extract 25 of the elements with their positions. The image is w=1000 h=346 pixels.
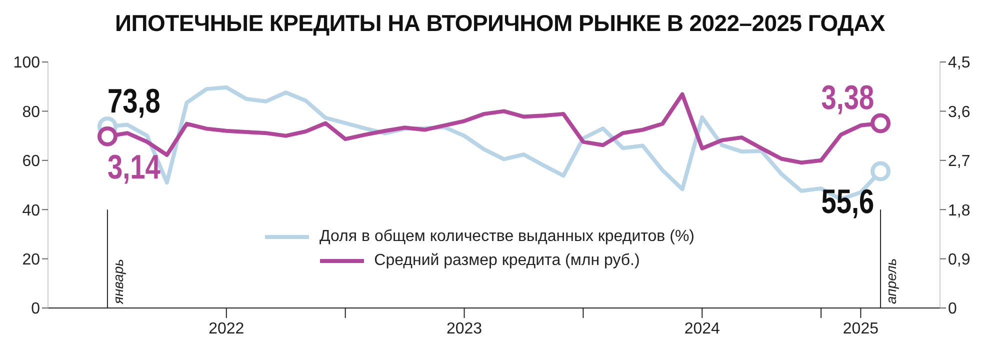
y-tick-label: 20: [22, 251, 40, 268]
x-tick-label: 2024: [684, 320, 720, 338]
data-label: 55,6: [821, 182, 874, 221]
data-label: 3,38: [821, 78, 874, 117]
y2-tick-label: 0,9: [948, 251, 970, 268]
y-tick-label: 80: [22, 104, 40, 121]
y2-tick-label: 4,5: [948, 54, 970, 72]
data-label: 3,14: [107, 147, 160, 186]
y2-tick-label: 0: [948, 300, 957, 318]
y-tick-label: 60: [22, 153, 40, 170]
y-tick-label: 0: [31, 300, 40, 318]
annotation: январь: [110, 258, 126, 305]
annotation: апрель: [882, 258, 899, 304]
x-tick-label: 2022: [208, 320, 244, 338]
legend-label: Доля в общем количестве выданных кредитов (%): [319, 228, 694, 246]
y2-tick-label: 3,6: [948, 104, 970, 121]
chart-title: ИПОТЕЧНЫЕ КРЕДИТЫ НА ВТОРИЧНОМ РЫНКЕ В 2022–2025 ГОДАХ: [114, 9, 886, 38]
y-tick-label: 40: [22, 202, 40, 220]
x-tick-label: 2023: [446, 320, 482, 338]
y2-tick-label: 1,8: [948, 202, 970, 220]
data-label: 73,8: [107, 82, 160, 120]
y-tick-label: 100: [13, 54, 40, 72]
y2-tick-label: 2,7: [948, 153, 970, 170]
x-tick-label: 2025: [842, 320, 879, 338]
legend-label: Средний размер кредита (млн руб.): [374, 252, 640, 270]
